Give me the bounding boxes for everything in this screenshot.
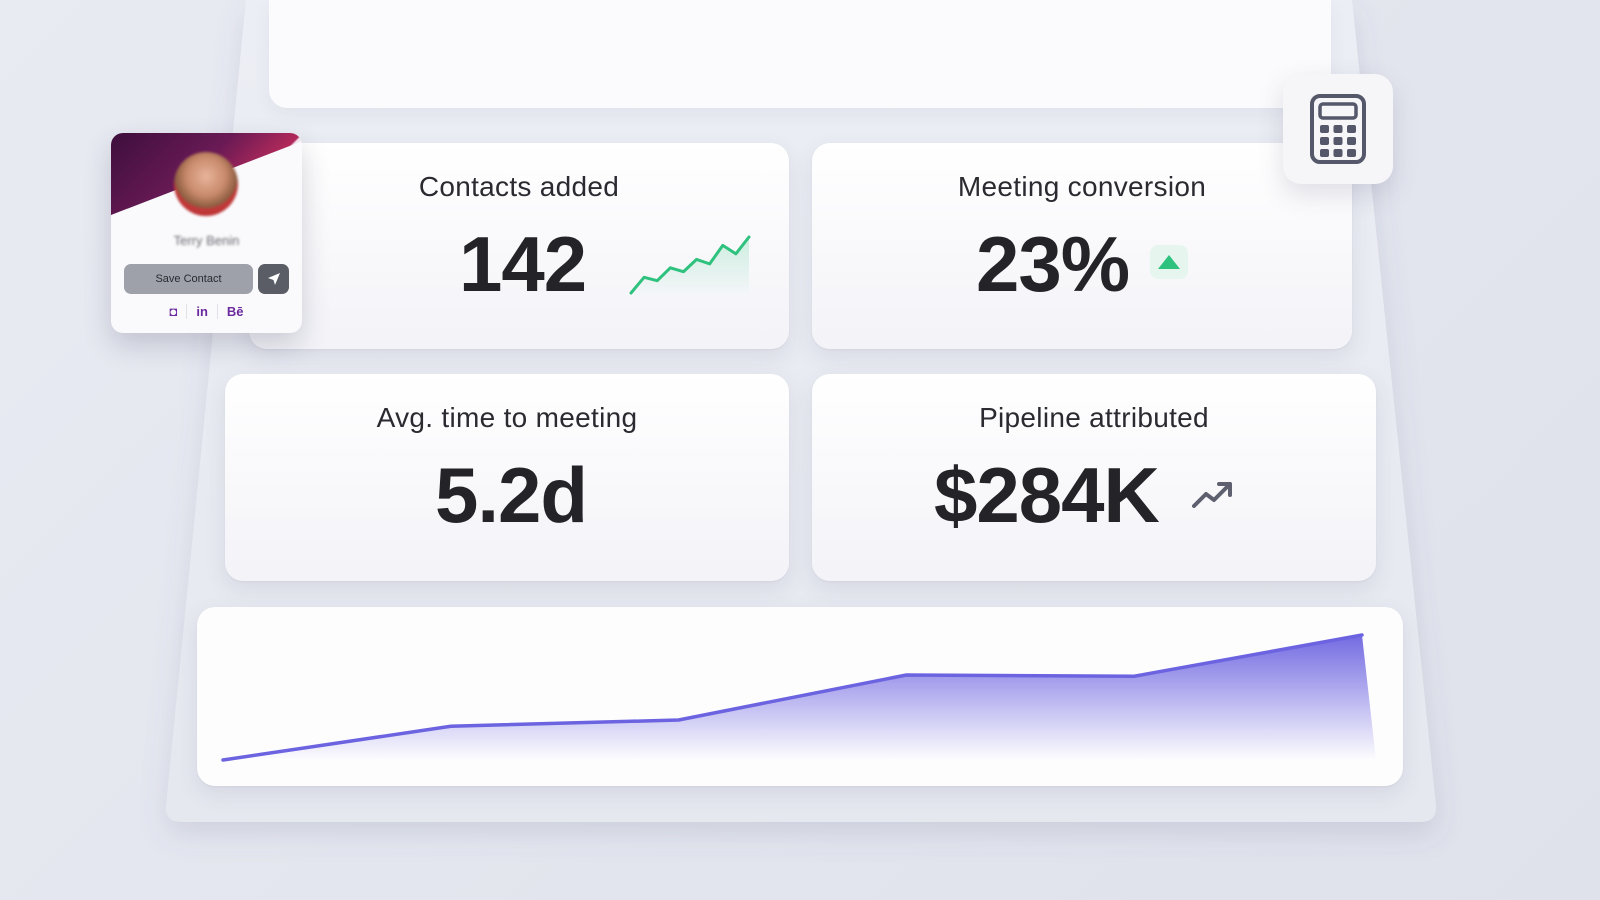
metric-title: Pipeline attributed <box>979 402 1209 433</box>
metric-title: Avg. time to meeting <box>376 402 638 433</box>
calculator-button[interactable] <box>1283 74 1393 184</box>
triangle-up-icon <box>1150 245 1188 279</box>
send-icon <box>267 273 280 285</box>
area-line <box>221 633 1364 762</box>
top-panel <box>269 0 1331 108</box>
metric-card-meeting-conversion[interactable]: Meeting conversion 23% <box>812 143 1352 349</box>
save-contact-button[interactable]: Save Contact <box>124 264 253 294</box>
metric-value: $284K <box>934 451 1160 539</box>
sparkline-icon <box>629 235 751 297</box>
avatar <box>174 152 238 216</box>
metric-title: Meeting conversion <box>957 171 1207 202</box>
linkedin-icon[interactable]: in <box>186 304 217 319</box>
social-links: ◘ in Bē <box>111 304 302 319</box>
metric-card-avg-time[interactable]: Avg. time to meeting 5.2d <box>225 374 789 581</box>
metric-card-pipeline[interactable]: Pipeline attributed $284K <box>812 374 1376 581</box>
metric-value: 23% <box>976 220 1130 308</box>
profile-name: Terry Benin <box>173 233 240 248</box>
sparkline-line <box>629 235 751 295</box>
calculator-icon <box>1310 94 1366 164</box>
trending-up-icon <box>1192 482 1232 508</box>
chart-card <box>197 607 1403 786</box>
send-button[interactable] <box>258 264 289 294</box>
behance-icon[interactable]: Bē <box>216 304 253 319</box>
metric-card-contacts[interactable]: Contacts added 142 <box>249 143 789 349</box>
area-chart <box>221 633 1376 762</box>
instagram-icon[interactable]: ◘ <box>169 304 178 319</box>
profile-card: Terry Benin Save Contact ◘ in Bē <box>111 133 302 333</box>
metric-title: Contacts added <box>418 171 620 202</box>
metric-value: 5.2d <box>435 451 588 539</box>
metric-value: 142 <box>459 220 587 308</box>
